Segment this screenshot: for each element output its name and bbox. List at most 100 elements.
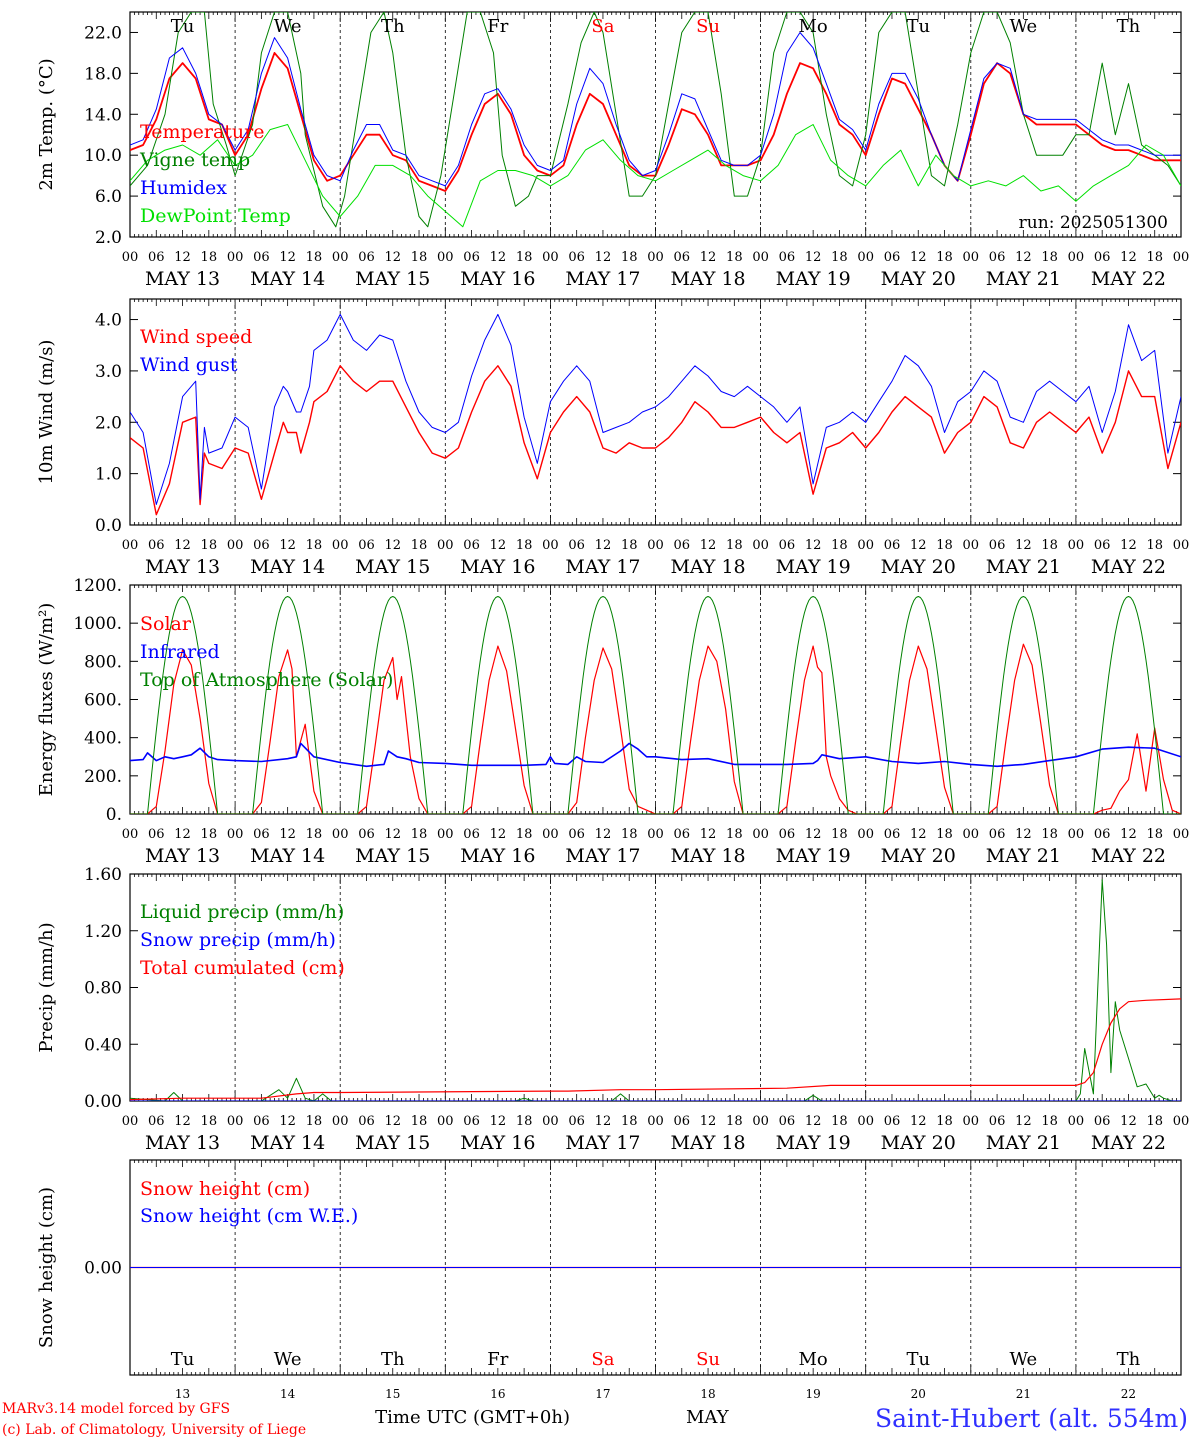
hour-label: 12 <box>490 538 507 553</box>
day-abbr-top: Tu <box>171 16 195 37</box>
hour-label: 00 <box>647 1114 664 1129</box>
hour-label: 00 <box>1068 1114 1085 1129</box>
date-label: MAY 14 <box>250 556 325 578</box>
date-label: MAY 18 <box>670 1132 745 1154</box>
series-line-total-cumulated-cm <box>130 998 1181 1101</box>
hour-label: 18 <box>831 250 848 265</box>
hour-label: 00 <box>227 1114 244 1129</box>
hour-label: 06 <box>463 250 480 265</box>
hour-label: 06 <box>884 250 901 265</box>
hour-label: 00 <box>1068 538 1085 553</box>
footer-model: MARv3.14 model forced by GFS <box>2 1401 230 1417</box>
hour-label: 12 <box>805 1114 822 1129</box>
panel-energy: 0. 200. 400. 600. 800. 1000. 1200. Energy fluxe… <box>36 576 1189 867</box>
hour-label: 12 <box>490 250 507 265</box>
series-group <box>130 12 1181 228</box>
hour-label: 00 <box>542 250 559 265</box>
hour-label: 18 <box>1041 538 1058 553</box>
hour-label: 18 <box>621 1114 638 1129</box>
y-axis-label: Snow height (cm) <box>36 1187 57 1348</box>
date-label: MAY 15 <box>355 1132 430 1154</box>
series-line-wind-speed <box>130 365 1181 516</box>
hour-label: 00 <box>963 827 980 842</box>
day-number: 18 <box>700 1387 715 1401</box>
hour-label: 12 <box>1120 1114 1137 1129</box>
date-label: MAY 19 <box>776 1132 851 1154</box>
hour-label: 12 <box>1120 827 1137 842</box>
footer-axis-title: Time UTC (GMT+0h) <box>375 1407 570 1428</box>
day-abbr-top: Th <box>381 16 405 37</box>
hour-label: 18 <box>1146 538 1163 553</box>
hour-label: 18 <box>621 538 638 553</box>
y-tick-label: 1.60 <box>84 865 122 885</box>
hour-label: 00 <box>857 250 874 265</box>
hour-label: 18 <box>1146 1114 1163 1129</box>
legend-entry: Wind speed <box>140 326 252 348</box>
footer-station: Saint-Hubert (alt. 554m) <box>875 1404 1188 1433</box>
date-label: MAY 17 <box>565 845 640 867</box>
hour-label: 18 <box>621 827 638 842</box>
hour-label: 06 <box>674 1114 691 1129</box>
hour-label: 12 <box>700 250 717 265</box>
hour-label: 12 <box>700 538 717 553</box>
series-line-infrared <box>130 742 1181 768</box>
series-line-dewpoint-temp <box>130 124 1181 228</box>
date-label: MAY 14 <box>250 845 325 867</box>
day-abbr-top: Su <box>696 16 720 37</box>
hour-label: 18 <box>1041 250 1058 265</box>
hour-label: 12 <box>384 538 401 553</box>
hour-label: 06 <box>253 250 270 265</box>
hour-label: 00 <box>542 538 559 553</box>
hour-label: 12 <box>1015 250 1032 265</box>
day-number: 20 <box>911 1387 926 1401</box>
day-number: 19 <box>806 1387 821 1401</box>
hour-label: 00 <box>857 827 874 842</box>
date-label: MAY 18 <box>670 556 745 578</box>
legend-entry: Snow height (cm) <box>140 1178 310 1200</box>
date-label: MAY 22 <box>1091 268 1166 290</box>
y-tick-label: 14.0 <box>84 105 122 125</box>
hour-label: 18 <box>516 538 533 553</box>
hour-label: 00 <box>332 250 349 265</box>
y-tick-label: 1000. <box>73 614 122 634</box>
hour-label: 18 <box>411 1114 428 1129</box>
hour-label: 12 <box>595 1114 612 1129</box>
hour-label: 00 <box>1173 250 1190 265</box>
day-number: 15 <box>385 1387 400 1401</box>
hour-label: 06 <box>568 1114 585 1129</box>
hour-label: 00 <box>963 250 980 265</box>
date-label: MAY 14 <box>250 1132 325 1154</box>
date-label: MAY 20 <box>881 1132 956 1154</box>
hour-label: 12 <box>805 538 822 553</box>
hour-label: 06 <box>568 250 585 265</box>
hour-label: 12 <box>490 827 507 842</box>
hour-label: 12 <box>174 250 191 265</box>
legend-entry: Snow precip (mm/h) <box>140 929 336 951</box>
day-abbr-top: Sa <box>591 16 614 37</box>
hour-label: 18 <box>306 1114 323 1129</box>
y-tick-label: 1200. <box>73 576 122 596</box>
hour-label: 06 <box>779 1114 796 1129</box>
hour-label: 00 <box>437 827 454 842</box>
y-tick-label: 0.0 <box>95 516 122 536</box>
hour-label: 06 <box>989 250 1006 265</box>
hour-label: 00 <box>857 1114 874 1129</box>
hour-label: 06 <box>989 1114 1006 1129</box>
hour-label: 12 <box>910 827 927 842</box>
date-label: MAY 13 <box>145 556 220 578</box>
hour-label: 18 <box>411 538 428 553</box>
hour-label: 00 <box>542 1114 559 1129</box>
hour-label: 00 <box>857 538 874 553</box>
date-label: MAY 19 <box>776 845 851 867</box>
hour-label: 12 <box>490 1114 507 1129</box>
legend-entry: Vigne temp <box>139 149 250 171</box>
y-tick-label: 6.0 <box>95 187 122 207</box>
hour-label: 06 <box>1094 538 1111 553</box>
legend-entry: Snow height (cm W.E.) <box>140 1205 358 1227</box>
day-abbr-top: We <box>1010 16 1038 37</box>
day-abbr-bottom: Sa <box>591 1349 614 1370</box>
panel-wind: 0.0 1.0 2.0 3.0 4.0 10m Wind (m/s) Wind speed W… <box>36 298 1189 578</box>
hour-label: 18 <box>621 250 638 265</box>
day-abbr-bottom: We <box>1010 1349 1038 1370</box>
hour-label: 00 <box>332 538 349 553</box>
